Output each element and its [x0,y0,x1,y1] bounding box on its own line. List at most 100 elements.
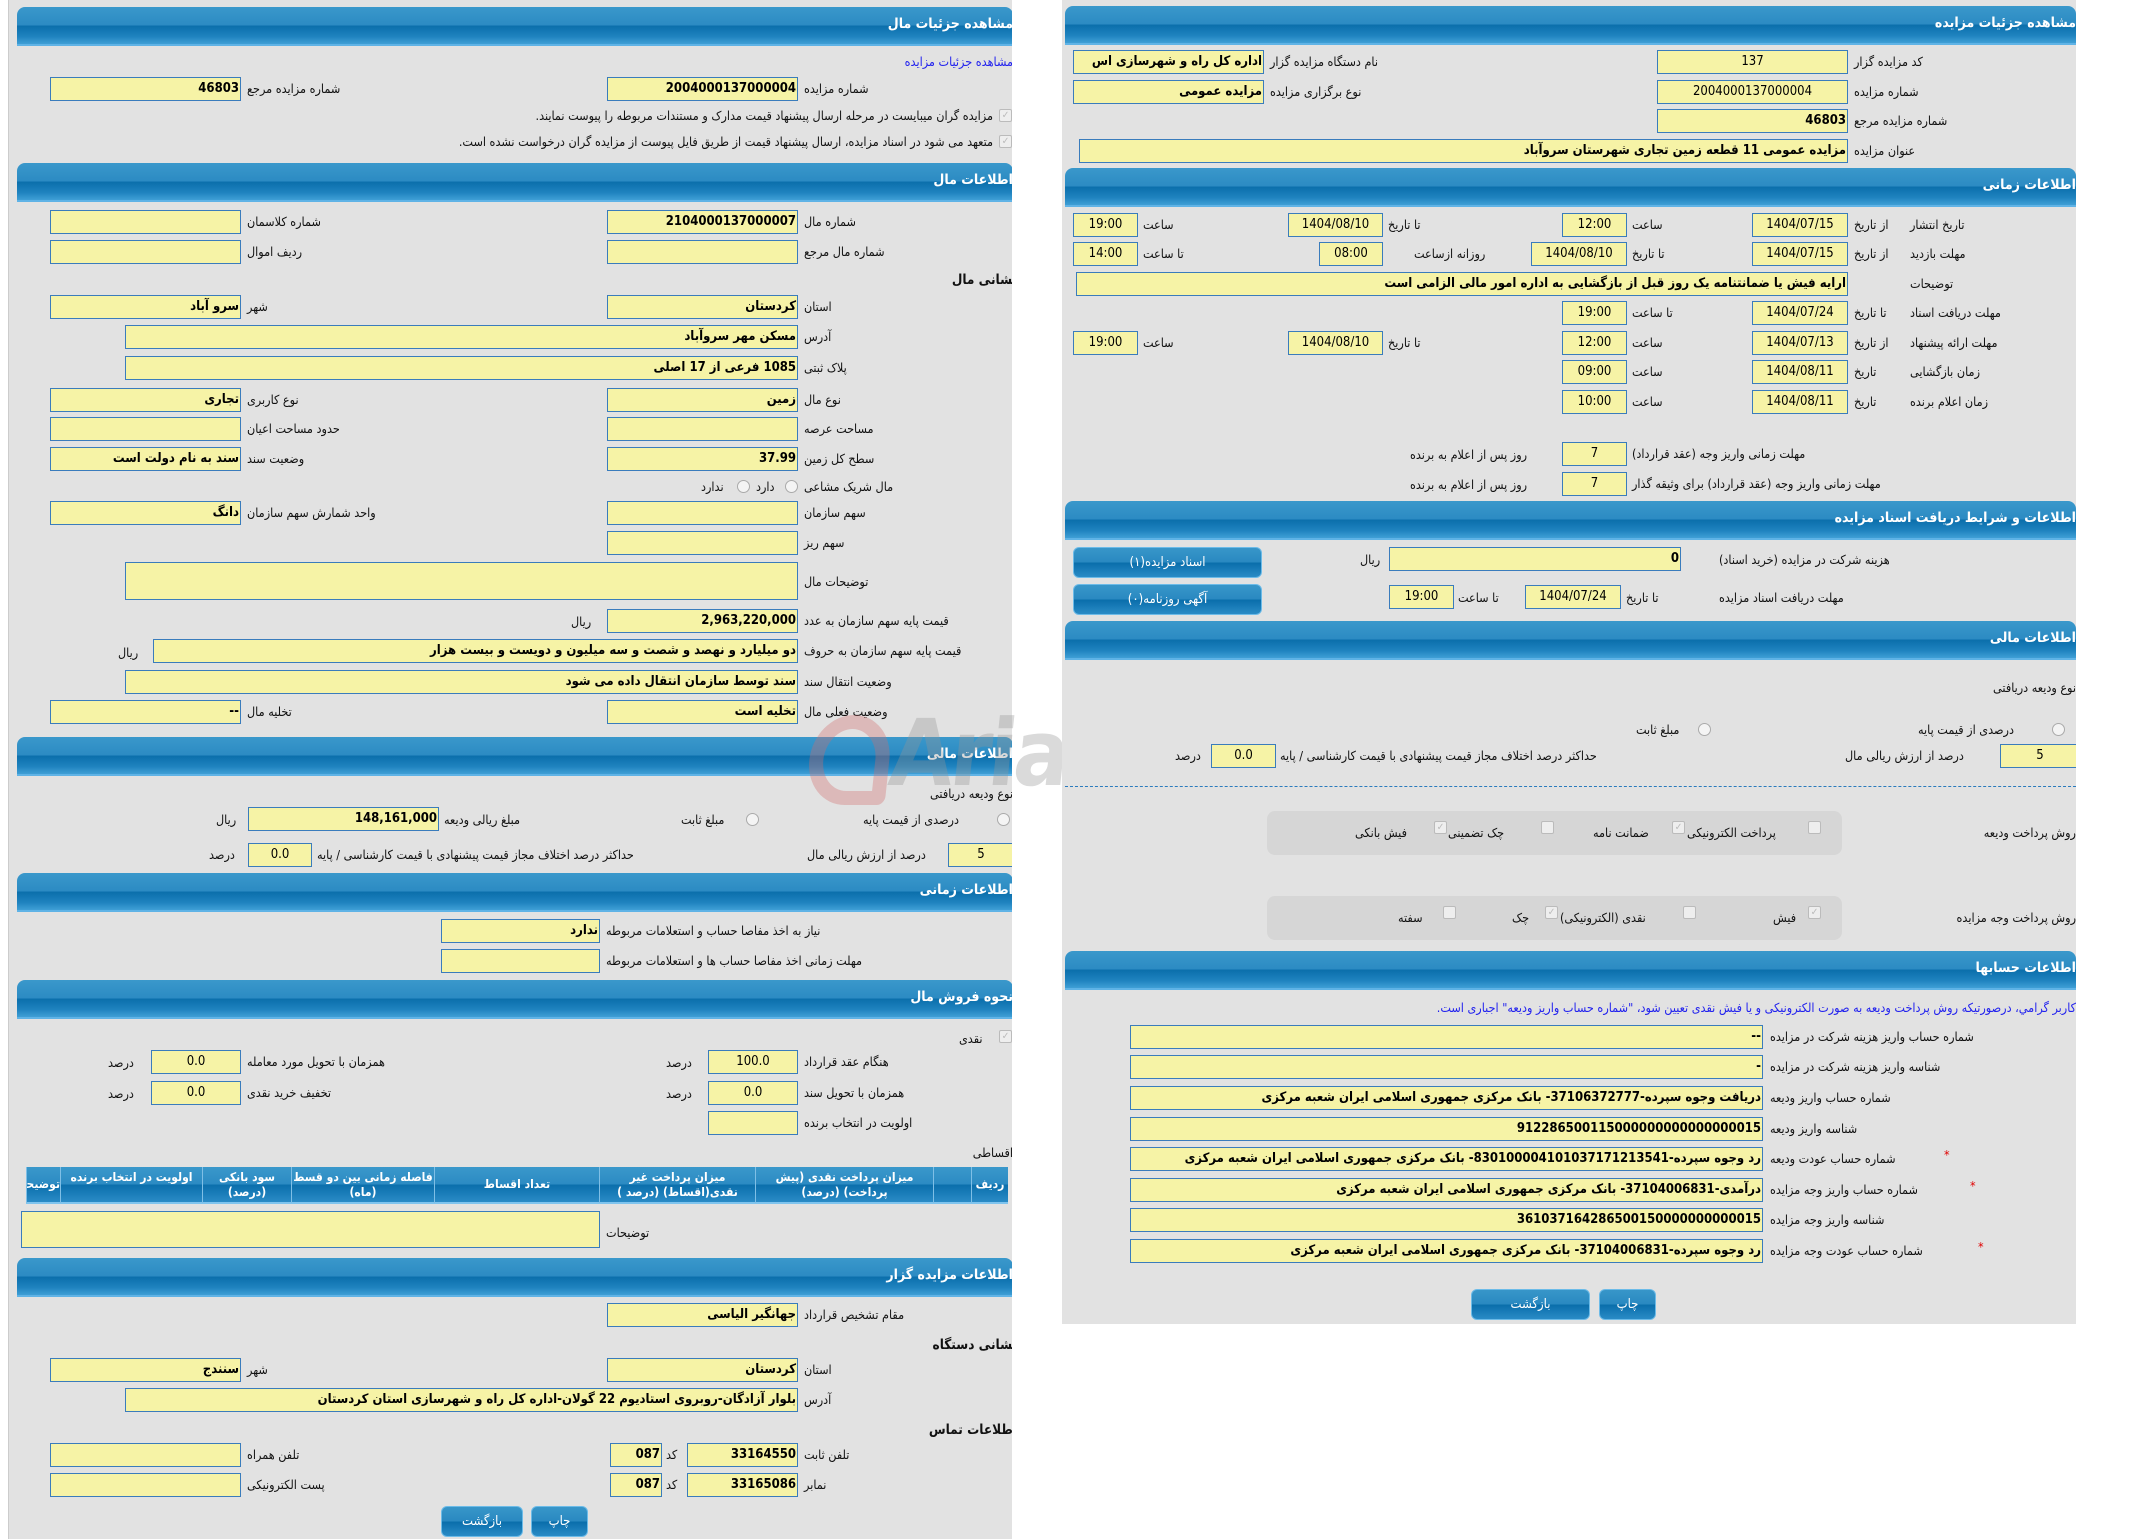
deposit-percent-label: درصدی از قیمت پایه [863,812,959,827]
print-button[interactable]: چاپ [531,1506,588,1537]
section-header-sale-method: نحوه فروش مال [17,980,1012,1019]
time-label: ساعت [1143,335,1174,350]
to-time-label: تا ساعت [1632,305,1673,320]
auction-details-link[interactable]: مشاهده جزئیات مزایده [904,54,1012,69]
winner-priority-label: اولویت در انتخاب برنده [804,1115,913,1130]
evacuation-field: -- [50,700,241,724]
col-bank-interest: سود بانکی (درصد) [202,1167,291,1203]
payment-method-promissory-checkbox[interactable] [1443,906,1456,919]
deposit-percent-field: 5 [948,843,1012,867]
total-area-label: سطح کل زمین [804,451,875,466]
deposit-percent-radio[interactable] [997,813,1010,826]
max-diff-label: حداکثر درصد اختلاف مجاز قیمت پیشنهادی با… [317,847,634,862]
base-price-words-field: دو میلیارد و نهصد و شصت و سه میلیون و دو… [153,639,798,663]
participation-fee-label: هزینه شرکت در مزایده (خرید اسناد) [1719,552,1890,567]
base-price-words-label: قیمت پایه سهم سازمان به حروف [804,643,962,658]
docs-deadline-label: مهلت دریافت اسناد [1910,305,2001,320]
back-button[interactable]: بازگشت [441,1506,523,1537]
class-number-label: شماره کلاسمان [247,214,321,229]
print-button[interactable]: چاپ [1599,1289,1656,1320]
opening-time: 09:00 [1562,360,1627,384]
deposit-method-guarantee-checkbox[interactable]: ✓ [1672,821,1685,834]
col-installment-count: تعداد اقساط [434,1167,599,1203]
back-button[interactable]: بازگشت [1471,1289,1590,1320]
cash-label: نقدی [959,1031,983,1046]
item-details-panel: مشاهده جزئیات مال مشاهده جزئیات مزایده 2… [8,0,1012,1539]
cash-checkbox[interactable]: ✓ [999,1030,1012,1043]
deposit-method-bank-receipt-checkbox[interactable]: ✓ [1434,821,1447,834]
item-type-field: زمین [607,388,798,412]
clearance-deadline-label: مهلت زمانی اخذ مفاصا حساب ها و استعلامات… [606,953,863,968]
province-label: استان [804,299,832,314]
org-share-field [607,501,798,525]
section-title: اطلاعات حسابها [1975,960,2076,976]
section-title: مشاهده جزئیات مزایده [1934,15,2076,31]
docs-to-date: 1404/07/24 [1752,301,1848,325]
section-header-auction-details: مشاهده جزئیات مزایده [1065,6,2076,45]
share-unit-field: دانگ [50,501,241,525]
section-title: اطلاعات و شرایط دریافت اسناد مزایده [1834,510,2076,526]
clearance-label: نیاز به اخذ مفاصا حساب و استعلامات مربوط… [606,923,821,938]
auction-documents-button[interactable]: اسناد مزایده(۱) [1073,547,1262,578]
org-address-field: بلوار آزادگان-روبروی استادیوم 22 گولان-ا… [125,1388,798,1412]
opening-date: 1404/08/11 [1752,360,1848,384]
offer-label: مهلت ارائه پیشنهاد [1910,335,1998,350]
partner-no-label: ندارد [701,479,724,494]
to-date-label: تا تاریخ [1632,246,1665,261]
docs-receive-time: 19:00 [1389,585,1454,609]
contact-heading: اطلاعات تماس [928,1422,1012,1438]
class-number-field [50,210,241,234]
deposit-fixed-radio[interactable] [746,813,759,826]
installments-table-header: ردیف میزان پرداخت نقدی (پیش پرداخت) (درص… [26,1167,1008,1204]
org-province-label: استان [804,1362,832,1377]
newspaper-ads-button[interactable]: آگهی روزنامه(۰) [1073,584,1262,615]
col-description: توضیحات [26,1167,60,1203]
address-field: مسکن مهر سروآباد [125,325,798,349]
installment-notes-label: توضیحات [606,1225,650,1240]
current-status-label: وضعیت فعلی مال [804,704,888,719]
item-type-label: نوع مال [804,392,841,407]
deposit-fixed-radio[interactable] [1698,723,1711,736]
percent-unit: درصد [666,1055,692,1070]
partner-yes-radio[interactable] [785,480,798,493]
fax-label: نمابر [804,1477,827,1492]
deed-status-label: وضعیت سند [247,451,305,466]
no-attachment-text: متعهد می شود در اسناد مزایده، ارسال پیشن… [458,134,993,149]
col-blank [933,1167,971,1203]
org-address-heading: نشانی دستگاه [932,1337,1012,1353]
offer-from-date: 1404/07/13 [1752,331,1848,355]
pay-deadline-label: مهلت زمانی واریز وجه (عقد قرارداد) [1632,446,1806,461]
pay-deadline-pledge-label: مهلت زمانی واریز وجه (عقد قرارداد) برای … [1632,476,1881,491]
no-attachment-checkbox[interactable]: ✓ [999,135,1012,148]
deposit-method-electronic-checkbox[interactable] [1808,821,1821,834]
org-city-field: سنندج [50,1358,241,1382]
from-date-label: از تاریخ [1854,335,1889,350]
publish-label: تاریخ انتشار [1910,217,1965,232]
deposit-type-label: نوع ودیعه دریافتی [930,786,1012,801]
deposit-method-box: پرداخت الکترونیکی ✓ ضمانت نامه چک تضمینی… [1267,811,1842,855]
time-label: ساعت [1632,364,1663,379]
auction-number-label: شماره مزایده [804,81,869,96]
required-mark: * [1970,1178,1976,1193]
section-title: اطلاعات مزایده گزار [886,1267,1012,1283]
percent-unit: درصد [1175,748,1201,763]
deed-status-field: سند به نام دولت است [50,447,241,471]
payment-method-cheque-checkbox[interactable]: ✓ [1545,906,1558,919]
percent-unit: درصد [108,1055,134,1070]
on-delivery-label: همزمان با تحویل مورد معامله [247,1054,385,1069]
phone-code-field: 087 [610,1443,662,1467]
org-city-label: شهر [247,1362,268,1377]
attach-docs-checkbox[interactable]: ✓ [999,109,1012,122]
deposit-percent-radio[interactable] [2052,723,2065,736]
account-field: 912286500115000000000000000015 [1130,1117,1763,1141]
deposit-method-cheque-checkbox[interactable] [1541,821,1554,834]
org-code-field: 137 [1657,50,1848,74]
clearance-deadline-field [441,949,600,973]
payment-method-receipt-checkbox[interactable]: ✓ [1808,906,1821,919]
auction-number-label: شماره مزایده [1854,84,1919,99]
phone-code-label: کد [666,1447,678,1462]
payment-method-cash-checkbox[interactable] [1683,906,1696,919]
city-label: شهر [247,299,268,314]
account-label: شناسه واریز وجه مزایده [1770,1212,1885,1227]
partner-no-radio[interactable] [737,480,750,493]
